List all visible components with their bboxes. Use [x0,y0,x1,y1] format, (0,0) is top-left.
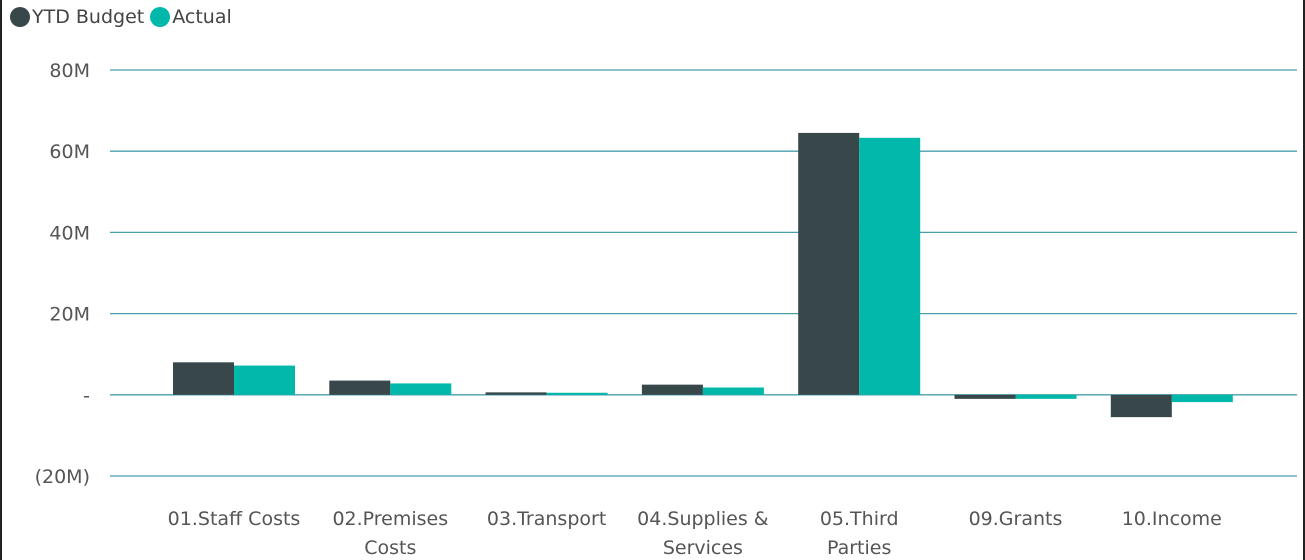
legend-swatch-ytd-budget [10,7,30,27]
y-tick-label: 80M [49,60,90,82]
bar-actual[interactable] [702,387,764,395]
bar-actual[interactable] [546,392,608,395]
y-tick-label: 20M [49,304,90,326]
x-tick-label: 02.Premises Costs [332,508,448,559]
bar-ytd-budget[interactable] [1110,394,1172,418]
x-tick-label: 09.Grants [969,508,1063,530]
y-tick-label: (20M) [35,466,90,488]
legend-item-ytd-budget[interactable]: YTD Budget [10,6,144,28]
legend-item-actual[interactable]: Actual [150,6,232,28]
y-tick-label: 60M [49,141,90,163]
bar-ytd-budget[interactable] [954,394,1016,399]
bar-actual[interactable] [390,383,452,395]
y-tick-label: - [83,385,90,407]
legend-swatch-actual [150,7,171,27]
bar-ytd-budget[interactable] [641,384,703,395]
y-tick-label: 40M [49,222,90,244]
x-tick-label: 05.Third Parties [820,508,899,559]
bar-actual[interactable] [859,137,921,395]
bar-ytd-budget[interactable] [173,362,234,395]
x-tick-label: 10.Income [1122,508,1222,530]
x-tick-label: 01.Staff Costs [168,508,301,530]
legend: YTD Budget Actual [10,6,232,28]
bar-actual[interactable] [234,365,295,395]
legend-label-actual: Actual [172,6,232,28]
bar-ytd-budget[interactable] [485,392,547,395]
bar-actual[interactable] [1171,394,1233,403]
x-tick-label: 04.Supplies & Services [637,508,769,559]
bar-ytd-budget[interactable] [329,380,391,395]
bar-actual[interactable] [1015,394,1077,399]
x-tick-label: 03.Transport [487,508,606,530]
legend-label-ytd-budget: YTD Budget [32,6,145,28]
bar-ytd-budget[interactable] [798,132,860,395]
